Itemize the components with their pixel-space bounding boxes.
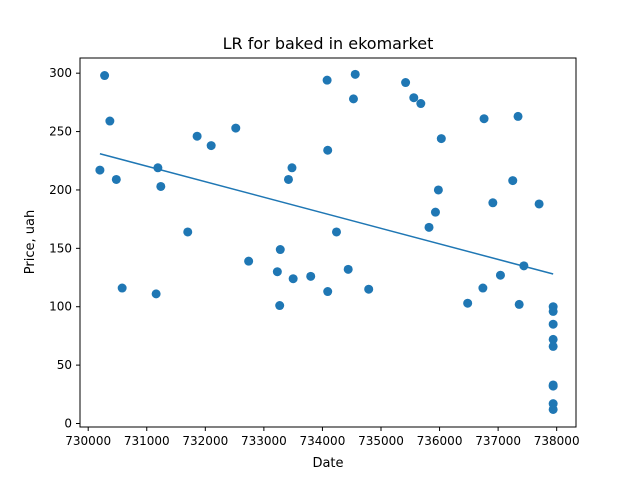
data-point (350, 69, 360, 79)
data-point (548, 381, 558, 391)
y-tick-label: 250 (49, 125, 72, 139)
data-point (534, 199, 544, 209)
x-tick-label: 737000 (475, 434, 521, 448)
data-point (364, 284, 374, 294)
y-tick-label: 0 (64, 416, 72, 430)
x-tick-label: 738000 (534, 434, 580, 448)
data-point (272, 267, 282, 277)
data-point (322, 75, 332, 85)
x-tick-label: 734000 (300, 434, 346, 448)
data-point (513, 111, 523, 121)
data-point (331, 227, 341, 237)
data-point (436, 134, 446, 144)
data-point (514, 299, 524, 309)
data-point (275, 245, 285, 255)
data-point (323, 287, 333, 297)
x-tick-label: 732000 (182, 434, 228, 448)
data-point (206, 141, 216, 151)
data-point (323, 145, 333, 155)
data-point (231, 123, 241, 133)
y-tick-label: 300 (49, 66, 72, 80)
data-point (478, 283, 488, 293)
data-point (548, 404, 558, 414)
x-tick-label: 736000 (417, 434, 463, 448)
data-point (433, 185, 443, 195)
data-point (283, 174, 293, 184)
data-point (306, 271, 316, 281)
data-point (105, 116, 115, 126)
data-point (409, 93, 419, 103)
data-point (151, 289, 161, 299)
data-point (111, 174, 121, 184)
y-tick-label: 150 (49, 241, 72, 255)
data-point (430, 207, 440, 217)
data-point (287, 163, 297, 173)
data-point (288, 274, 298, 284)
data-point (192, 131, 202, 141)
data-point (156, 181, 166, 191)
data-point (117, 283, 127, 293)
x-axis-label: Date (312, 456, 343, 471)
plot-frame (79, 57, 577, 428)
data-point (508, 176, 518, 186)
data-point (100, 71, 110, 81)
data-point (416, 99, 426, 109)
data-point (479, 114, 489, 124)
data-point (548, 319, 558, 329)
data-point (244, 256, 254, 266)
data-point (95, 165, 105, 175)
data-point (488, 198, 498, 208)
x-tick-label: 731000 (124, 434, 170, 448)
data-point (495, 270, 505, 280)
data-point (183, 227, 193, 237)
y-axis-label: Price, uah (23, 210, 38, 274)
data-point (548, 306, 558, 316)
regression-line (99, 153, 554, 275)
plot-area (95, 69, 558, 414)
data-point (343, 264, 353, 274)
data-point (548, 334, 558, 344)
data-point (548, 341, 558, 351)
x-tick-label: 730000 (65, 434, 111, 448)
data-point (275, 301, 285, 311)
y-tick-label: 100 (49, 300, 72, 314)
chart-title: LR for baked in ekomarket (223, 34, 434, 53)
data-point (348, 94, 358, 104)
data-point (463, 298, 473, 308)
x-tick-label: 735000 (358, 434, 404, 448)
y-tick-label: 50 (57, 358, 72, 372)
y-tick-label: 200 (49, 183, 72, 197)
x-tick-label: 733000 (241, 434, 287, 448)
data-point (424, 222, 434, 232)
data-point (401, 78, 411, 88)
